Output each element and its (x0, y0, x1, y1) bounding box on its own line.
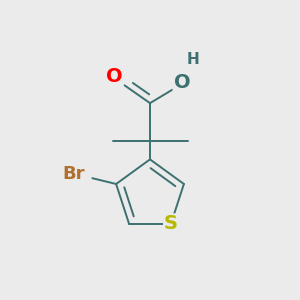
Text: S: S (164, 214, 178, 233)
Text: Br: Br (62, 165, 84, 183)
Text: O: O (174, 73, 190, 92)
Text: O: O (106, 68, 123, 86)
Text: H: H (187, 52, 200, 68)
